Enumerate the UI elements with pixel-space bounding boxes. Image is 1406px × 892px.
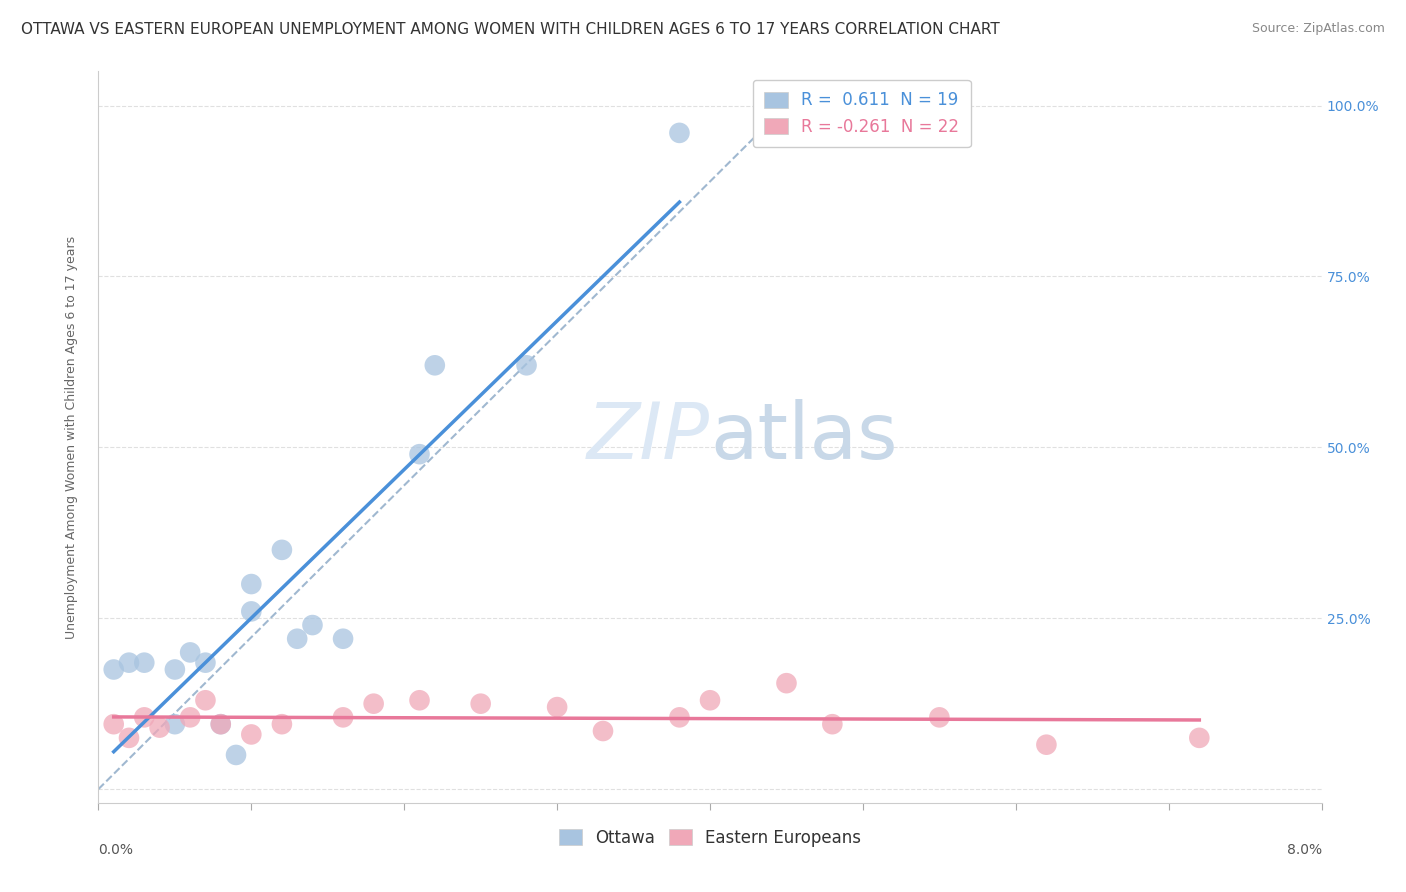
Point [194,656,217,670]
Point [270,542,294,557]
Point [516,359,538,373]
Point [134,656,156,670]
Legend: Ottawa, Eastern Europeans: Ottawa, Eastern Europeans [548,819,872,856]
Point [118,656,141,670]
Point [546,700,568,714]
Text: ZIP: ZIP [588,399,710,475]
Point [209,717,232,731]
Point [668,710,690,724]
Point [1035,738,1057,752]
Point [332,710,354,724]
Point [332,632,354,646]
Point [240,577,263,591]
Point [179,710,201,724]
Point [928,710,950,724]
Text: 0.0%: 0.0% [98,843,134,857]
Point [225,747,247,762]
Text: Source: ZipAtlas.com: Source: ZipAtlas.com [1251,22,1385,36]
Point [149,721,172,735]
Point [363,697,385,711]
Point [209,717,232,731]
Point [699,693,721,707]
Point [423,359,446,373]
Point [408,447,430,461]
Point [285,632,308,646]
Point [134,710,156,724]
Point [179,645,201,659]
Text: atlas: atlas [710,399,897,475]
Point [821,717,844,731]
Point [163,717,186,731]
Point [775,676,797,690]
Point [408,693,430,707]
Point [470,697,492,711]
Point [118,731,141,745]
Point [1188,731,1211,745]
Point [103,717,125,731]
Point [163,663,186,677]
Point [301,618,323,632]
Y-axis label: Unemployment Among Women with Children Ages 6 to 17 years: Unemployment Among Women with Children A… [65,235,77,639]
Point [240,604,263,618]
Point [270,717,294,731]
Point [240,727,263,741]
Point [103,663,125,677]
Point [668,126,690,140]
Point [194,693,217,707]
Text: OTTAWA VS EASTERN EUROPEAN UNEMPLOYMENT AMONG WOMEN WITH CHILDREN AGES 6 TO 17 Y: OTTAWA VS EASTERN EUROPEAN UNEMPLOYMENT … [21,22,1000,37]
Point [592,724,614,739]
Text: 8.0%: 8.0% [1286,843,1322,857]
